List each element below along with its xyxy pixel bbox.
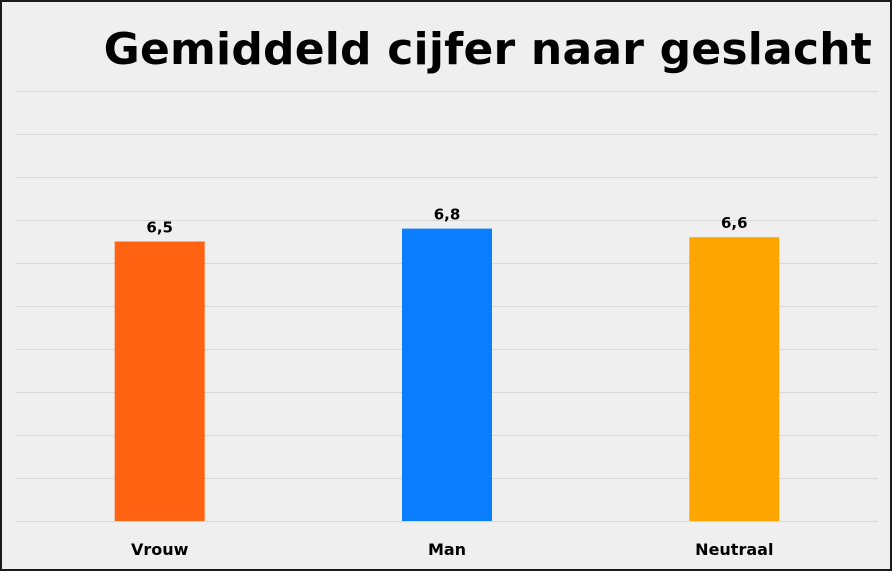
chart-title: Gemiddeld cijfer naar geslacht bbox=[103, 24, 872, 75]
bar-neutraal bbox=[689, 237, 780, 521]
category-label-man: Man bbox=[428, 540, 466, 559]
category-label-neutraal: Neutraal bbox=[695, 540, 773, 559]
bar-vrouw bbox=[114, 241, 205, 521]
category-label-vrouw: Vrouw bbox=[131, 540, 189, 559]
category-labels: Vrouw Man Neutraal bbox=[131, 540, 773, 559]
bar-man bbox=[402, 228, 492, 521]
data-label-vrouw: 6,5 bbox=[146, 219, 173, 237]
bars bbox=[114, 228, 780, 521]
data-label-neutraal: 6,6 bbox=[721, 214, 748, 232]
data-label-man: 6,8 bbox=[434, 206, 461, 224]
data-labels: 6,5 6,8 6,6 bbox=[146, 206, 747, 237]
